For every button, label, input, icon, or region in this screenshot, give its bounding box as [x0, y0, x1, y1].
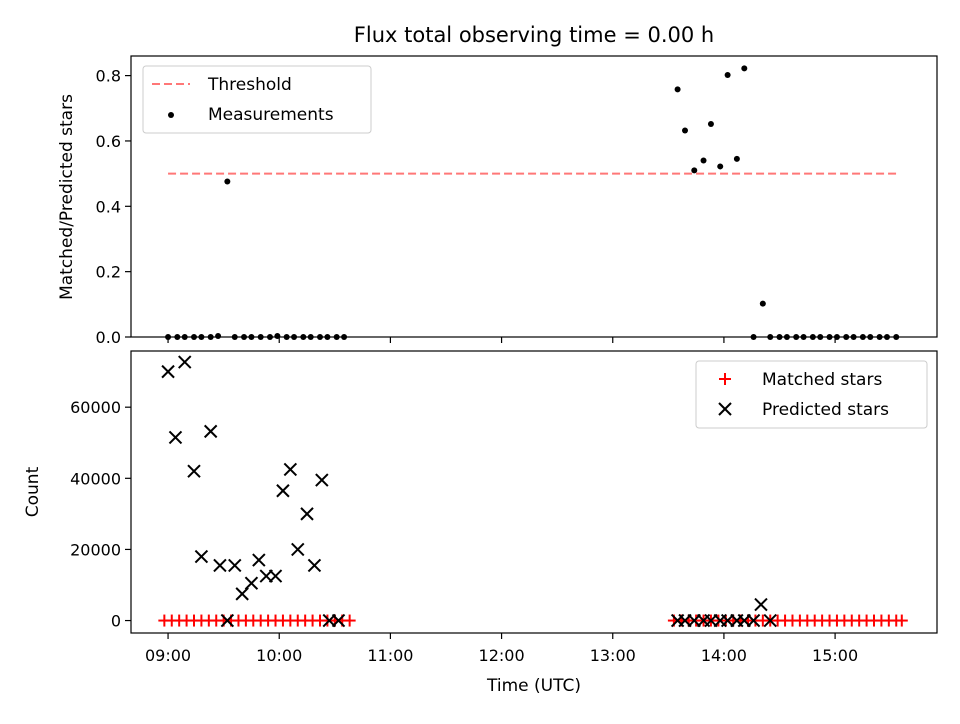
bottom-axes-frame	[130, 350, 938, 634]
legend-measurements-label: Measurements	[208, 105, 334, 125]
top-axes-frame	[130, 55, 938, 338]
measurement-point	[682, 127, 689, 134]
predicted-star-point	[203, 424, 218, 439]
legend-measurements-swatch	[168, 112, 174, 118]
predicted-star-point	[178, 355, 192, 369]
bottom-y-tick-label: 60000	[70, 398, 121, 417]
predicted-star-point	[754, 597, 768, 612]
predicted-star-point	[276, 484, 290, 498]
x-tick-label: 11:00	[367, 646, 413, 665]
predicted-star-point	[283, 462, 298, 477]
bottom-legend-box	[695, 360, 928, 429]
measurement-point	[733, 155, 740, 162]
predicted-star-point	[331, 613, 346, 628]
matched-star-point	[343, 614, 356, 627]
x-tick-label: 13:00	[590, 646, 636, 665]
measurement-point	[215, 333, 222, 340]
predicted-star-point	[161, 364, 175, 379]
legend-matched-swatch	[719, 373, 731, 385]
top-legend-box	[142, 65, 372, 134]
chart-title: Flux total observing time = 0.00 h	[354, 23, 714, 47]
predicted-star-point	[315, 473, 329, 487]
legend-predicted-swatch	[718, 402, 732, 416]
x-tick-label: 12:00	[479, 646, 525, 665]
measurement-point	[707, 120, 714, 127]
x-tick-label: 15:00	[812, 646, 858, 665]
legend-matched-label: Matched stars	[762, 370, 882, 390]
measurement-point	[224, 178, 231, 185]
predicted-star-point	[252, 553, 266, 567]
predicted-star-point	[763, 613, 777, 628]
matched-star-point	[895, 614, 908, 627]
x-tick-label: 14:00	[701, 646, 747, 665]
predicted-star-point	[291, 542, 305, 557]
x-tick-label: 10:00	[256, 646, 302, 665]
bottom-subplot: 0 20000 40000 60000 09:00 10:00 11:00 12:00 13:…	[23, 350, 938, 696]
top-y-tick-label: 0.4	[96, 197, 121, 216]
predicted-star-point	[194, 549, 209, 564]
predicted-star-point	[220, 613, 235, 628]
x-axis-label: Time (UTC)	[486, 676, 581, 696]
predicted-star-point	[168, 430, 183, 445]
predicted-star-point	[300, 507, 314, 521]
measurement-point	[700, 157, 707, 164]
predicted-star-point	[268, 569, 283, 583]
top-y-tick-label: 0.8	[96, 67, 121, 86]
legend-predicted-label: Predicted stars	[762, 400, 889, 420]
top-y-tick-label: 0.6	[96, 132, 121, 151]
bottom-y-axis-label: Count	[23, 466, 43, 517]
measurement-point	[717, 163, 724, 170]
top-subplot: Flux total observing time = 0.00 h 0.0 0.…	[57, 23, 938, 347]
top-y-tick-label: 0.0	[96, 328, 121, 347]
predicted-star-point	[746, 613, 761, 628]
measurement-point	[724, 71, 731, 78]
bottom-y-tick-label: 0	[111, 612, 121, 631]
predicted-star-point	[228, 558, 242, 573]
predicted-star-point	[307, 558, 322, 573]
legend-threshold-label: Threshold	[207, 75, 292, 95]
top-y-axis-label: Matched/Predicted stars	[57, 94, 77, 300]
x-tick-label: 09:00	[145, 646, 191, 665]
predicted-star-point	[244, 576, 259, 590]
measurement-point	[691, 167, 698, 174]
top-y-tick-label: 0.2	[96, 263, 121, 282]
bottom-y-tick-label: 20000	[70, 540, 121, 559]
predicted-star-point	[213, 558, 227, 573]
measurement-point	[759, 300, 766, 307]
measurement-point	[741, 65, 748, 72]
bottom-y-tick-label: 40000	[70, 469, 121, 488]
measurement-point	[674, 86, 681, 93]
predicted-star-point	[187, 464, 201, 478]
